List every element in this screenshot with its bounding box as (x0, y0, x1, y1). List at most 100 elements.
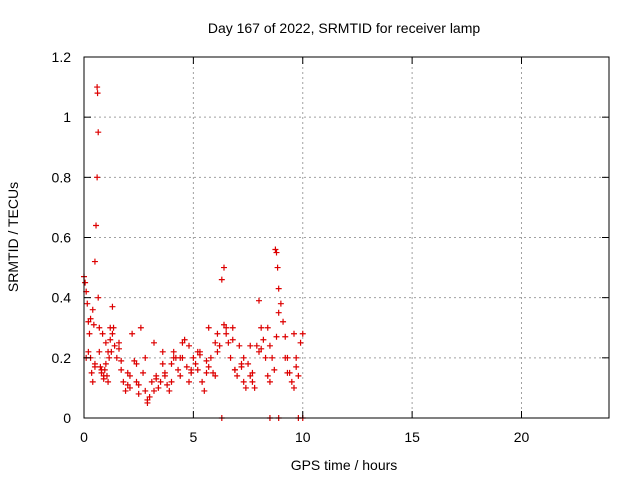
data-point (94, 84, 101, 91)
data-point (272, 246, 279, 253)
data-point (177, 354, 184, 361)
data-point (89, 306, 96, 313)
data-point (159, 348, 166, 355)
y-tick-label: 1.2 (52, 49, 72, 65)
data-point (199, 378, 206, 385)
data-point (103, 372, 110, 379)
data-point (109, 303, 116, 310)
data-point (96, 324, 103, 331)
data-point (107, 324, 114, 331)
y-tick-label: 1 (63, 109, 71, 125)
data-point (133, 360, 140, 367)
data-point (229, 336, 236, 343)
data-point (153, 375, 160, 382)
data-point (264, 372, 271, 379)
x-tick-label: 20 (514, 429, 530, 445)
data-point (299, 330, 306, 337)
data-point (166, 387, 173, 394)
data-point (221, 321, 227, 328)
data-point (293, 354, 300, 361)
data-point (214, 348, 221, 355)
data-point (96, 348, 103, 355)
data-point (87, 315, 94, 322)
data-point (93, 222, 100, 229)
data-point (105, 378, 112, 385)
data-point (203, 369, 210, 376)
data-point (120, 378, 127, 385)
data-point (260, 336, 267, 343)
data-point (205, 324, 212, 331)
y-tick-label: 0.2 (52, 350, 72, 366)
data-point (133, 378, 140, 385)
data-point (249, 369, 256, 376)
data-point (144, 396, 151, 403)
x-axis-label: GPS time / hours (291, 457, 398, 473)
data-point (190, 354, 197, 361)
data-point (264, 324, 271, 331)
data-point (214, 330, 221, 337)
data-point (181, 336, 188, 343)
x-tick-label: 10 (295, 429, 311, 445)
data-point (256, 297, 262, 304)
data-point (212, 339, 219, 346)
data-point (236, 342, 243, 349)
data-point (84, 300, 91, 307)
data-point (157, 378, 164, 385)
data-point (216, 342, 223, 349)
axis-ticks: 0 5 10 15 20 0 0.2 0.4 0.6 0.8 1 1.2 (52, 49, 609, 445)
data-point (91, 363, 98, 370)
data-point (282, 354, 289, 361)
data-point (137, 324, 144, 331)
data-point (221, 264, 227, 271)
data-point (175, 366, 182, 373)
data-point (245, 360, 252, 367)
x-tick-label: 15 (404, 429, 420, 445)
data-point (242, 384, 249, 391)
data-point (140, 369, 147, 376)
data-point (192, 360, 199, 367)
data-point (234, 372, 241, 379)
data-point (179, 339, 186, 346)
data-point (231, 366, 238, 373)
data-point (170, 348, 177, 355)
data-point (293, 363, 300, 370)
data-point (269, 354, 276, 361)
data-point (183, 363, 190, 370)
data-point (170, 354, 177, 361)
data-point (284, 369, 291, 376)
data-point (186, 342, 192, 349)
data-point (238, 360, 245, 367)
data-point (218, 276, 225, 283)
data-point (102, 360, 109, 367)
data-point (280, 318, 287, 325)
data-point (90, 321, 97, 328)
data-point (196, 351, 203, 358)
data-point (275, 285, 282, 292)
x-tick-label: 0 (80, 429, 88, 445)
data-point (98, 366, 105, 373)
y-tick-label: 0.6 (52, 230, 72, 246)
y-axis-label: SRMTID / TECUs (5, 182, 21, 292)
data-point (188, 366, 195, 373)
data-point (275, 309, 282, 316)
data-point (151, 339, 157, 346)
data-point (129, 330, 136, 337)
data-point (109, 330, 116, 337)
data-point (274, 264, 281, 271)
data-point (155, 384, 162, 391)
data-point (95, 129, 102, 136)
data-point (146, 393, 153, 400)
data-point (126, 372, 133, 379)
data-point (201, 387, 208, 394)
data-point (89, 378, 96, 385)
data-point (164, 381, 171, 388)
y-tick-label: 0.8 (52, 169, 72, 185)
data-point (91, 258, 98, 265)
data-point (135, 390, 142, 397)
data-point (82, 279, 89, 286)
data-point (297, 339, 304, 346)
data-point (277, 300, 284, 307)
data-point (85, 318, 92, 325)
data-point (271, 366, 278, 373)
data-point (212, 372, 219, 379)
